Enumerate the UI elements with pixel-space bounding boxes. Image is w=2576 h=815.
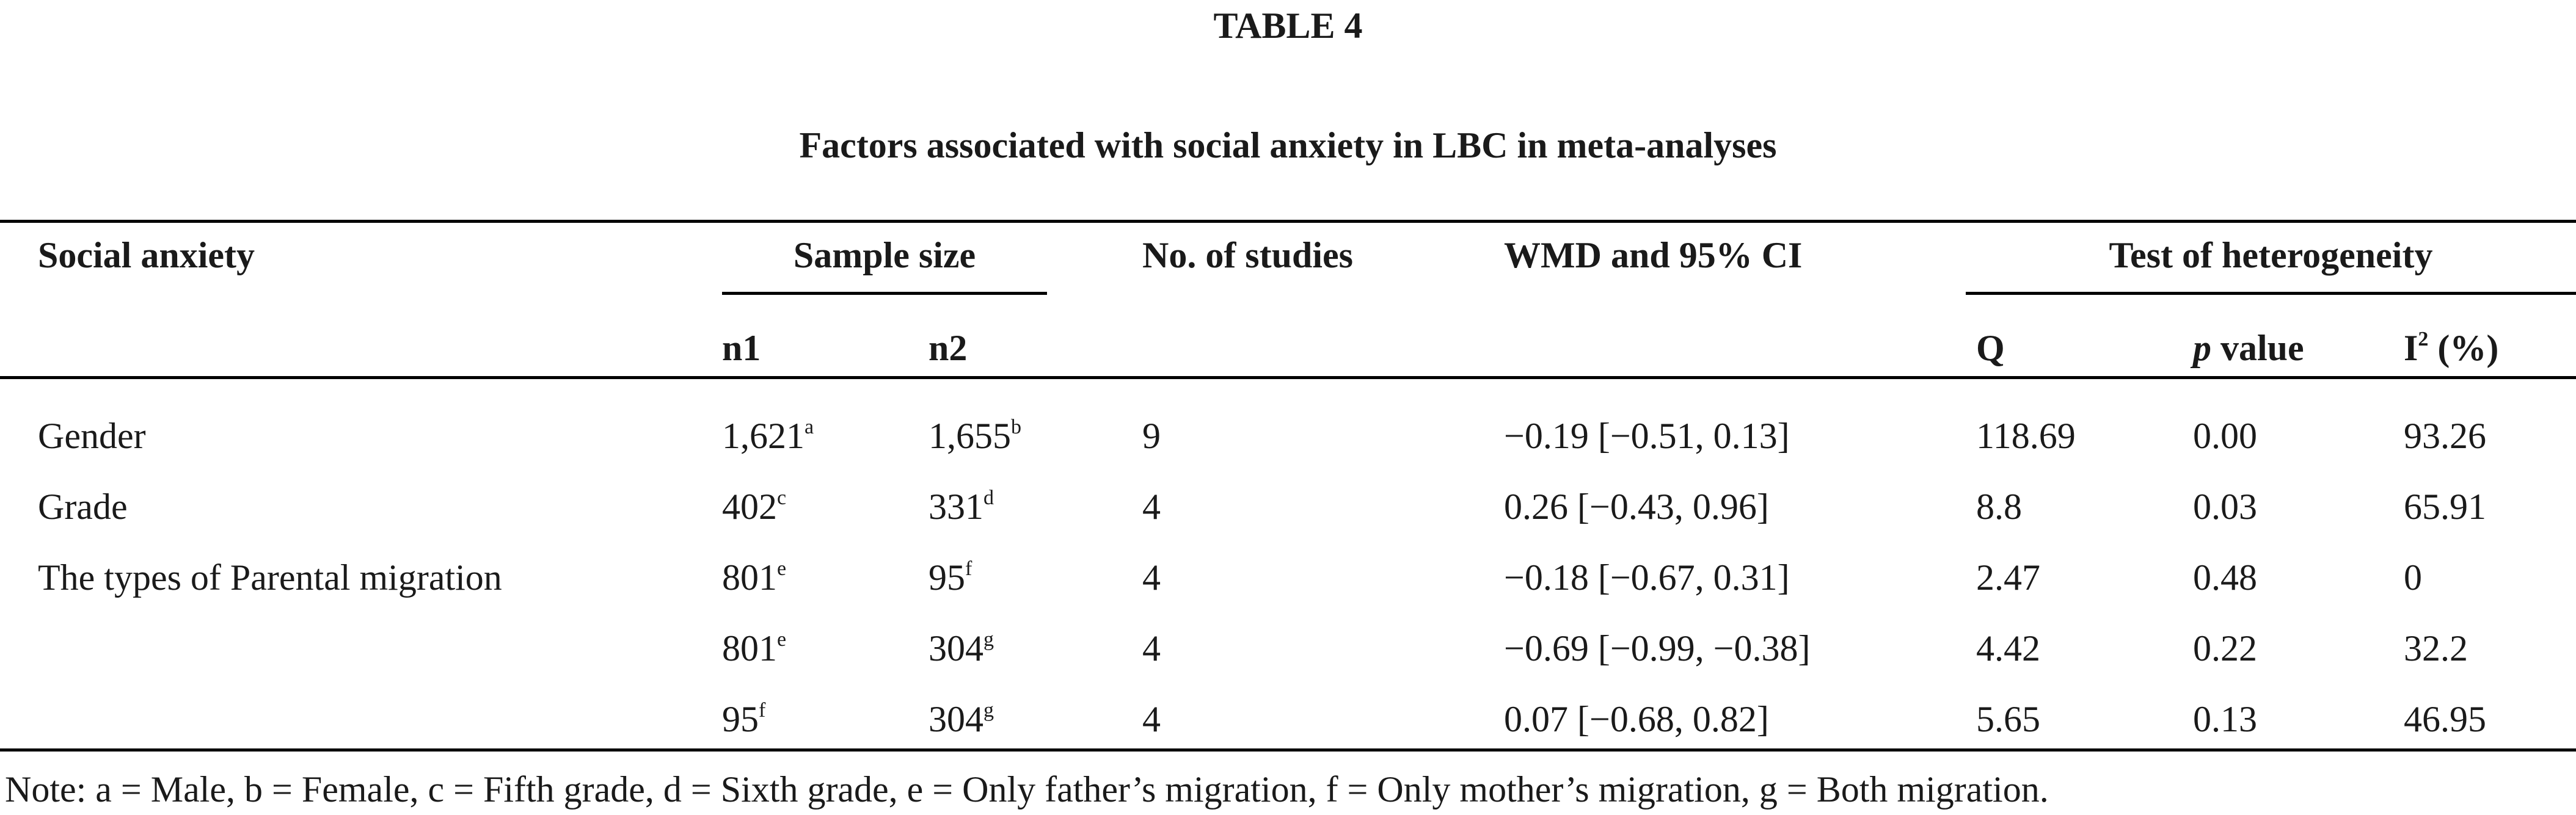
cell-n1: 801e: [722, 624, 786, 679]
cell-n2-sup: g: [983, 628, 994, 651]
cell-n2-value: 95: [929, 557, 965, 598]
cell-wmd: −0.69 [−0.99, −0.38]: [1504, 628, 1811, 668]
header-n1: n1: [722, 328, 761, 368]
cell-q: 5.65: [1976, 699, 2040, 739]
header-n2: n2: [929, 328, 968, 368]
cell-q: 4.42: [1976, 628, 2040, 668]
cell-wmd: −0.18 [−0.67, 0.31]: [1504, 557, 1790, 598]
cell-wmd: −0.19 [−0.51, 0.13]: [1504, 416, 1790, 456]
table-caption: Factors associated with social anxiety i…: [799, 125, 1777, 165]
cell-n1-value: 95: [722, 699, 759, 739]
header-i2-sup: 2: [2418, 328, 2429, 350]
cell-wmd: 0.07 [−0.68, 0.82]: [1504, 699, 1769, 739]
cell-factor: The types of Parental migration: [38, 557, 502, 598]
header-bottom-rule: [0, 376, 2576, 379]
header-p-value: p value: [2193, 324, 2304, 372]
header-i2-base: I: [2404, 328, 2418, 368]
table-note: Note: a = Male, b = Female, c = Fifth gr…: [5, 769, 2049, 810]
cell-factor: Gender: [38, 416, 146, 456]
cell-i2: 0: [2404, 557, 2422, 598]
cell-n1: 95f: [722, 695, 765, 750]
cell-n1-value: 1,621: [722, 416, 805, 456]
cell-factor: Grade: [38, 487, 128, 527]
cell-i2: 65.91: [2404, 487, 2486, 527]
table-label: TABLE 4: [1213, 5, 1363, 46]
cell-n1-value: 801: [722, 557, 777, 598]
cell-studies: 9: [1142, 416, 1161, 456]
heterogeneity-group-rule: [1966, 292, 2576, 295]
cell-n1-value: 801: [722, 628, 777, 668]
cell-studies: 4: [1142, 487, 1161, 527]
header-i2-suffix: (%): [2428, 328, 2499, 368]
cell-i2: 32.2: [2404, 628, 2468, 668]
table-bottom-rule: [0, 748, 2576, 752]
cell-n1: 801e: [722, 553, 786, 608]
cell-n2-sup: f: [965, 557, 972, 580]
cell-studies: 4: [1142, 699, 1161, 739]
header-no-of-studies: No. of studies: [1142, 235, 1354, 275]
cell-n2-value: 304: [929, 628, 983, 668]
cell-n1-value: 402: [722, 487, 777, 527]
cell-n1: 1,621a: [722, 411, 814, 466]
cell-n1-sup: f: [759, 699, 766, 722]
cell-q: 2.47: [1976, 557, 2040, 598]
cell-p: 0.22: [2193, 628, 2257, 668]
sample-size-group-rule: [722, 292, 1047, 295]
header-social-anxiety: Social anxiety: [38, 235, 255, 275]
header-sample-size: Sample size: [793, 235, 976, 275]
header-test-of-heterogeneity: Test of heterogeneity: [2109, 235, 2433, 275]
cell-p: 0.00: [2193, 416, 2257, 456]
cell-n1-sup: a: [805, 416, 814, 438]
cell-wmd: 0.26 [−0.43, 0.96]: [1504, 487, 1769, 527]
cell-p: 0.48: [2193, 557, 2257, 598]
cell-q: 8.8: [1976, 487, 2022, 527]
cell-n2-value: 1,655: [929, 416, 1011, 456]
cell-n1-sup: e: [777, 557, 787, 580]
cell-p: 0.03: [2193, 487, 2257, 527]
header-p-suffix: value: [2211, 328, 2304, 368]
cell-p: 0.13: [2193, 699, 2257, 739]
cell-n1-sup: c: [777, 487, 787, 509]
cell-n2-sup: d: [983, 487, 994, 509]
cell-n2-value: 304: [929, 699, 983, 739]
cell-n1-sup: e: [777, 628, 787, 651]
cell-n2: 304g: [929, 624, 994, 679]
cell-n2-value: 331: [929, 487, 983, 527]
cell-n1: 402c: [722, 482, 786, 537]
header-q: Q: [1976, 328, 2005, 368]
cell-i2: 93.26: [2404, 416, 2486, 456]
cell-n2-sup: g: [983, 699, 994, 722]
header-p-letter: p: [2193, 328, 2211, 368]
header-wmd-ci: WMD and 95% CI: [1504, 235, 1803, 275]
cell-n2-sup: b: [1011, 416, 1021, 438]
cell-n2: 95f: [929, 553, 972, 608]
cell-q: 118.69: [1976, 416, 2076, 456]
cell-n2: 1,655b: [929, 411, 1021, 466]
cell-i2: 46.95: [2404, 699, 2486, 739]
cell-n2: 304g: [929, 695, 994, 750]
cell-studies: 4: [1142, 628, 1161, 668]
table-top-rule: [0, 220, 2576, 223]
cell-n2: 331d: [929, 482, 994, 537]
header-i2: I2 (%): [2404, 324, 2498, 379]
cell-studies: 4: [1142, 557, 1161, 598]
